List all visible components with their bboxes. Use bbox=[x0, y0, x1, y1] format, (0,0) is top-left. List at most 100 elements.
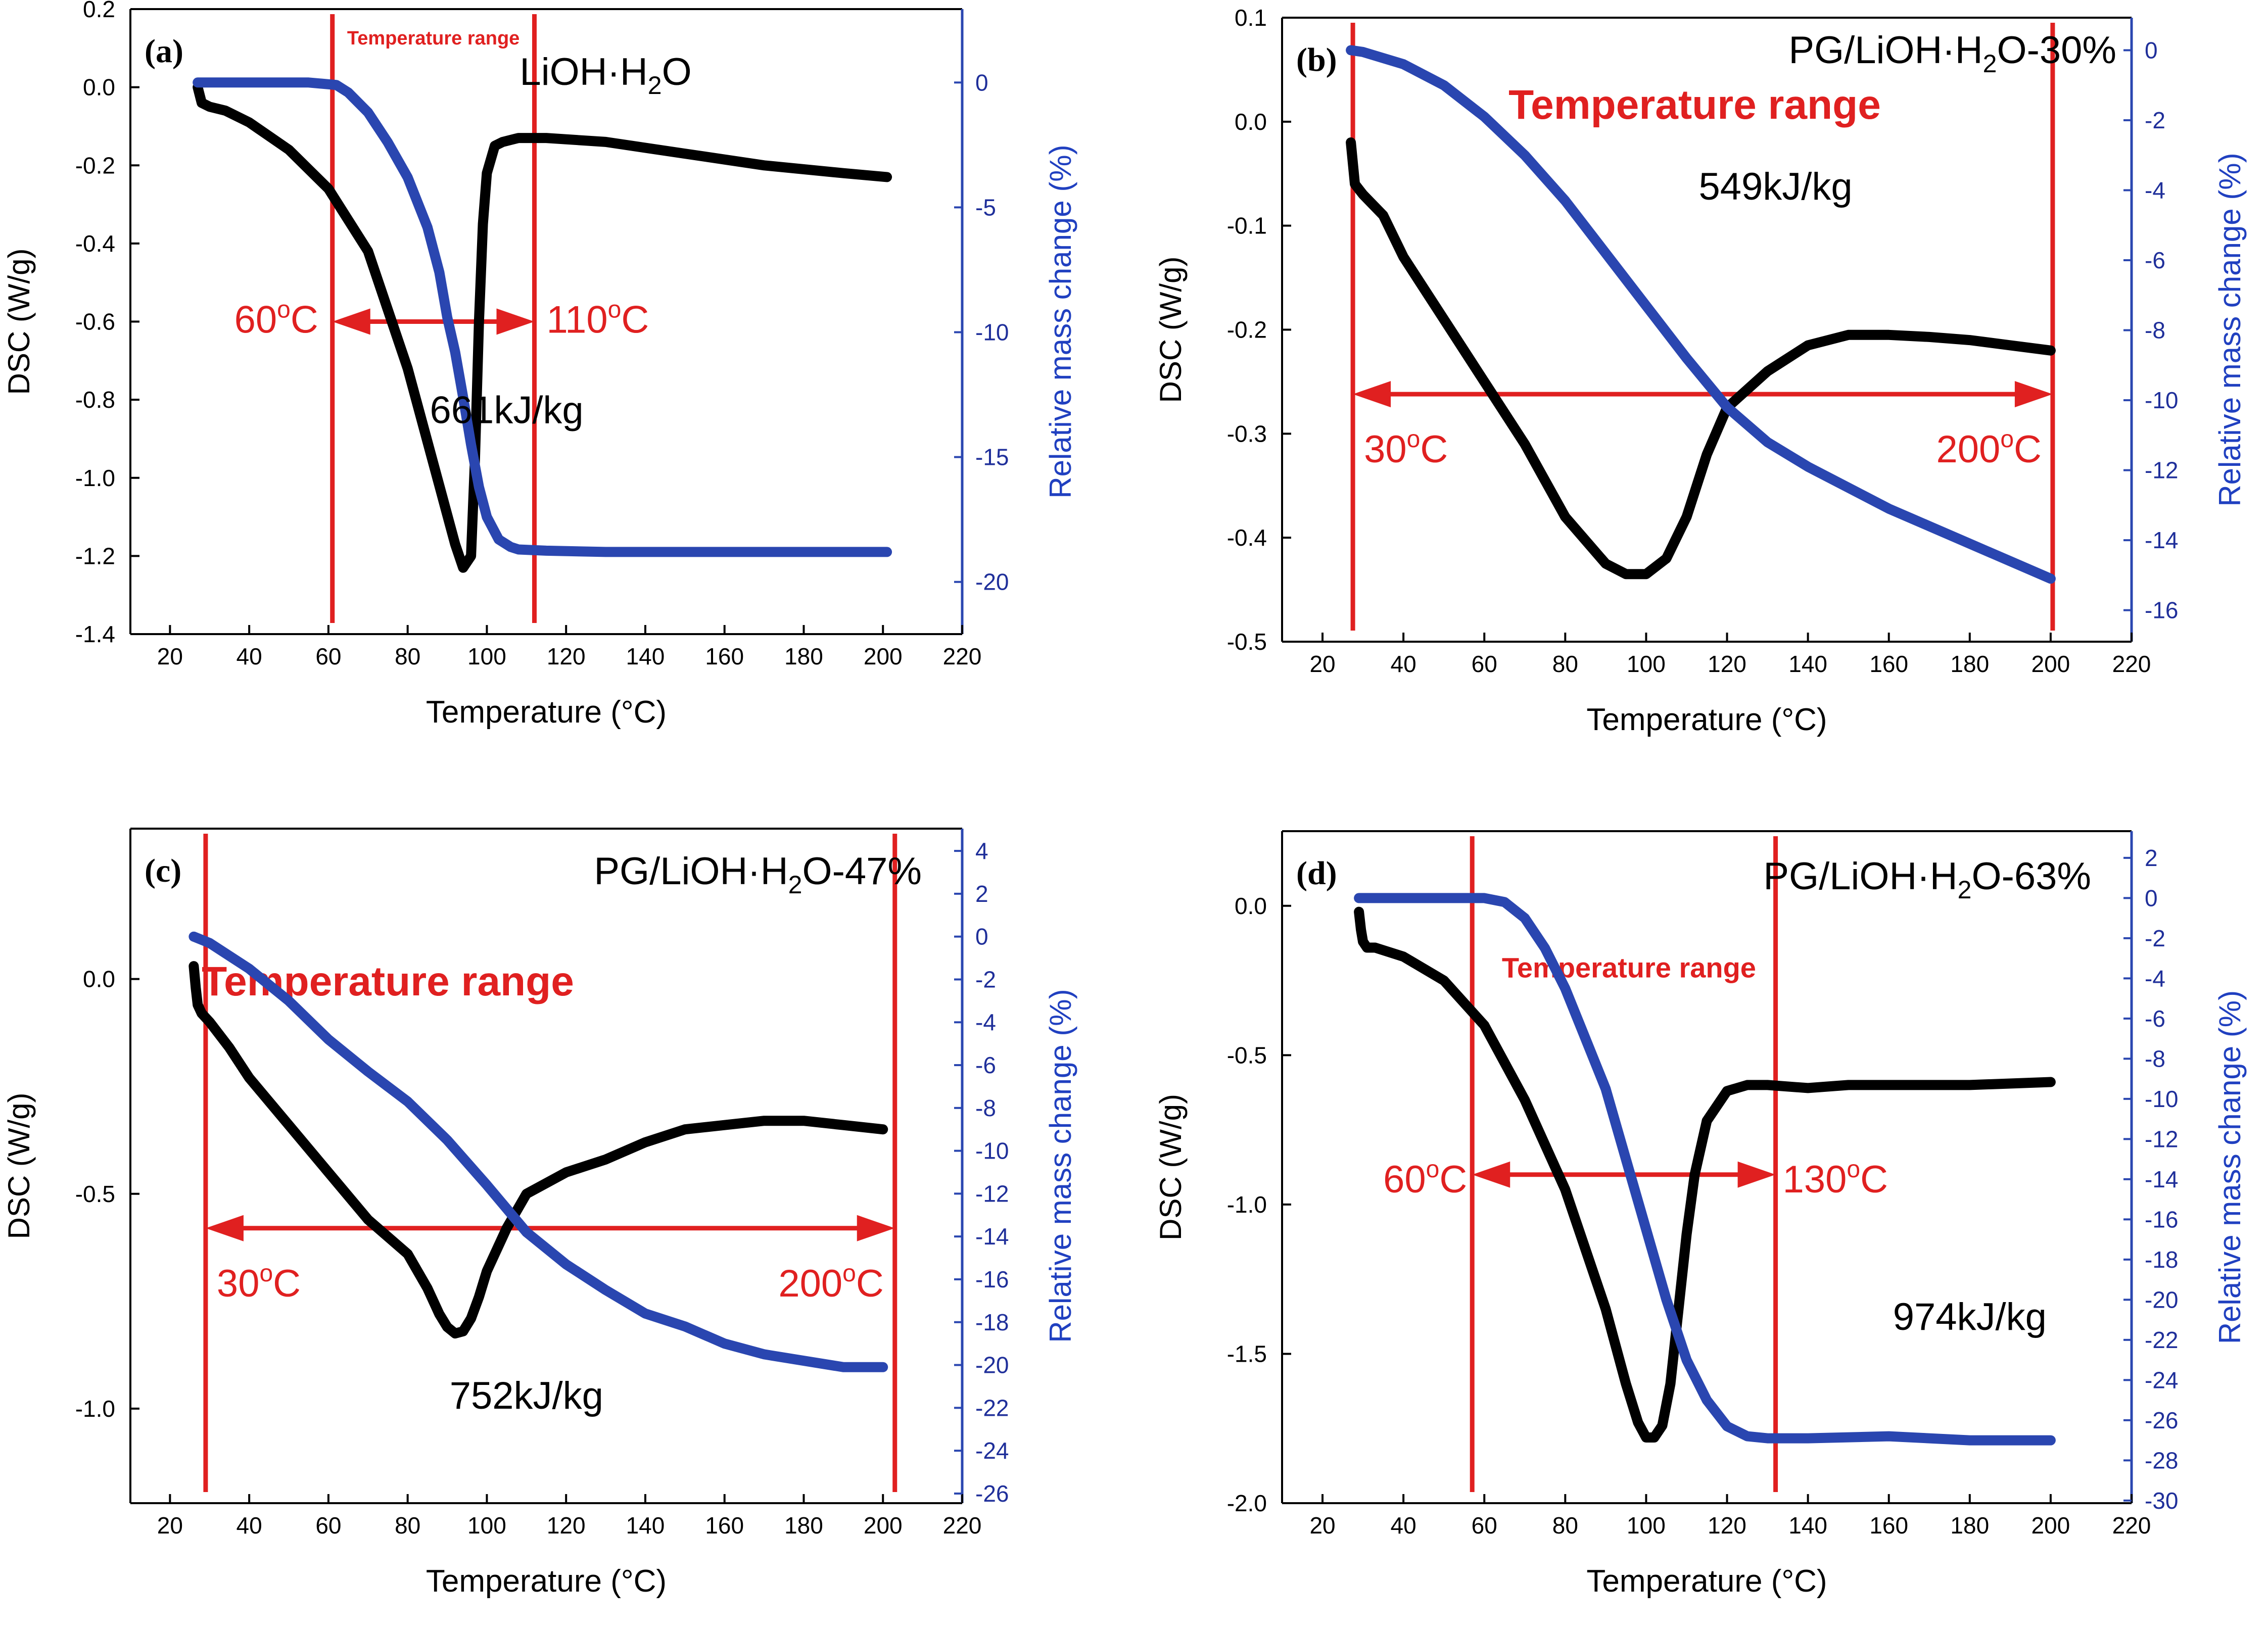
range-start-temp-unit: C bbox=[1439, 1158, 1467, 1201]
x-tick-label: 80 bbox=[395, 1512, 420, 1539]
x-tick-label: 100 bbox=[467, 1512, 506, 1539]
y2-tick-label: -6 bbox=[2145, 1005, 2165, 1032]
panel-title-base: LiOH·H bbox=[519, 51, 647, 93]
panel-label: (c) bbox=[145, 852, 181, 889]
range-end-temp-value: 200 bbox=[778, 1262, 842, 1305]
x-tick-label: 20 bbox=[1309, 1512, 1335, 1539]
y2-tick-label: -14 bbox=[2145, 1166, 2178, 1192]
x-tick-label: 60 bbox=[1472, 1512, 1497, 1539]
y2-tick-label: 0 bbox=[975, 69, 988, 95]
panel-title-tail: O-63% bbox=[1971, 855, 2091, 898]
range-end-temp-value: 130 bbox=[1783, 1158, 1847, 1201]
range-start-temp-degree: o bbox=[1426, 1156, 1440, 1183]
range-start-temp: 30oC bbox=[1364, 426, 1448, 471]
panel-label: (d) bbox=[1296, 855, 1337, 892]
y-tick-label: -1.0 bbox=[1227, 1191, 1267, 1218]
mass-change-curve bbox=[1354, 893, 2056, 1446]
x-tick-label: 160 bbox=[705, 1512, 744, 1539]
range-end-temp-value: 110 bbox=[546, 299, 607, 342]
x-tick-label: 180 bbox=[784, 643, 823, 669]
y-tick-label: -0.5 bbox=[1227, 1042, 1267, 1068]
x-tick-label: 200 bbox=[864, 643, 903, 669]
y-tick-label: -0.2 bbox=[1227, 317, 1267, 343]
y-tick-label: -0.4 bbox=[75, 230, 115, 257]
range-start-temp: 60oC bbox=[234, 297, 318, 342]
x-tick-label: 40 bbox=[237, 1512, 262, 1539]
range-start-temp-value: 60 bbox=[234, 299, 277, 342]
dsc-curve bbox=[1346, 137, 2056, 580]
range-end-temp-value: 200 bbox=[1936, 428, 2001, 471]
y2-tick-label: -20 bbox=[975, 569, 1009, 595]
x-tick-label: 80 bbox=[395, 643, 420, 669]
y2-tick-label: 4 bbox=[975, 838, 988, 864]
range-start-temp-degree: o bbox=[1407, 426, 1421, 453]
panel-label: (b) bbox=[1296, 41, 1337, 78]
y2-axis-label: Relative mass change (%) bbox=[1044, 145, 1077, 498]
y2-tick-label: -12 bbox=[975, 1180, 1009, 1207]
y2-tick-label: -8 bbox=[2145, 1045, 2165, 1072]
panel-title: PG/LiOH·H2O-47% bbox=[594, 850, 922, 899]
range-end-temp-unit: C bbox=[1860, 1158, 1888, 1201]
y2-tick-label: -26 bbox=[975, 1480, 1009, 1507]
panel-title-base: PG/LiOH·H bbox=[594, 850, 788, 893]
x-tick-label: 60 bbox=[315, 1512, 341, 1539]
panel-title-tail: O-47% bbox=[802, 850, 922, 893]
y2-tick-label: -2 bbox=[2145, 925, 2165, 951]
enthalpy-value: 974kJ/kg bbox=[1893, 1296, 2047, 1338]
panel-title-subscript: 2 bbox=[788, 871, 802, 899]
x-tick-label: 40 bbox=[1391, 651, 1416, 677]
range-end-temp-unit: C bbox=[856, 1262, 884, 1305]
y2-tick-label: -6 bbox=[2145, 247, 2165, 273]
panel-title-tail: O-30% bbox=[1997, 29, 2116, 72]
temperature-range-label: Temperature range bbox=[1508, 82, 1881, 128]
y2-tick-label: 2 bbox=[975, 881, 988, 907]
y2-tick-label: -16 bbox=[2145, 597, 2178, 623]
x-tick-label: 100 bbox=[1627, 1512, 1666, 1539]
range-start-temp: 60oC bbox=[1383, 1156, 1467, 1201]
range-arrowhead-right bbox=[2014, 381, 2053, 408]
y2-tick-label: -18 bbox=[2145, 1246, 2178, 1273]
x-tick-label: 120 bbox=[1708, 651, 1746, 677]
y2-tick-label: -22 bbox=[975, 1395, 1009, 1421]
range-arrowhead-left bbox=[332, 308, 370, 335]
range-start-temp-value: 30 bbox=[1364, 428, 1407, 471]
y-tick-label: 0.1 bbox=[1235, 5, 1267, 31]
range-arrowhead-left bbox=[205, 1215, 244, 1241]
x-tick-label: 80 bbox=[1552, 651, 1578, 677]
y-tick-label: -1.2 bbox=[75, 543, 115, 569]
panel-title-subscript: 2 bbox=[1983, 50, 1997, 78]
x-tick-label: 180 bbox=[1950, 1512, 1989, 1539]
x-tick-label: 160 bbox=[1869, 1512, 1908, 1539]
y-tick-label: -0.2 bbox=[75, 152, 115, 178]
panel-title: PG/LiOH·H2O-63% bbox=[1763, 855, 2091, 904]
y2-tick-label: -12 bbox=[2145, 457, 2178, 484]
x-tick-label: 120 bbox=[547, 643, 586, 669]
enthalpy-value: 549kJ/kg bbox=[1698, 165, 1852, 208]
x-axis-label: Temperature (°C) bbox=[1586, 1564, 1827, 1599]
y2-tick-label: -8 bbox=[2145, 317, 2165, 344]
dsc-curve bbox=[188, 961, 888, 1339]
y2-tick-label: -24 bbox=[2145, 1367, 2178, 1393]
x-tick-label: 40 bbox=[237, 643, 262, 669]
range-start-temp-unit: C bbox=[291, 299, 318, 342]
range-end-temp-degree: o bbox=[2000, 426, 2014, 453]
x-tick-label: 140 bbox=[1788, 651, 1827, 677]
y2-axis-label: Relative mass change (%) bbox=[2213, 153, 2247, 506]
x-tick-label: 120 bbox=[547, 1512, 586, 1539]
y2-tick-label: -20 bbox=[975, 1352, 1009, 1378]
panel-a: 20 40 60 80 100 120 140 160 180 200 2200.20.0-0.2-… bbox=[2, 0, 1077, 730]
y2-tick-label: -16 bbox=[975, 1266, 1009, 1292]
y-tick-label: 0.0 bbox=[1235, 109, 1267, 135]
panel-label: (a) bbox=[145, 33, 183, 70]
y2-tick-label: -15 bbox=[975, 444, 1009, 470]
mass-change-curve bbox=[1346, 45, 2056, 584]
range-arrowhead-left bbox=[1353, 381, 1391, 408]
range-end-temp: 130oC bbox=[1783, 1156, 1888, 1201]
range-start-temp-degree: o bbox=[277, 297, 291, 323]
y2-tick-label: -10 bbox=[2145, 387, 2178, 413]
x-tick-label: 20 bbox=[157, 1512, 183, 1539]
y2-tick-label: -28 bbox=[2145, 1447, 2178, 1473]
y-axis-label: DSC (W/g) bbox=[2, 249, 36, 395]
y-tick-label: -2.0 bbox=[1227, 1490, 1267, 1516]
panel-title-base: PG/LiOH·H bbox=[1763, 855, 1957, 898]
